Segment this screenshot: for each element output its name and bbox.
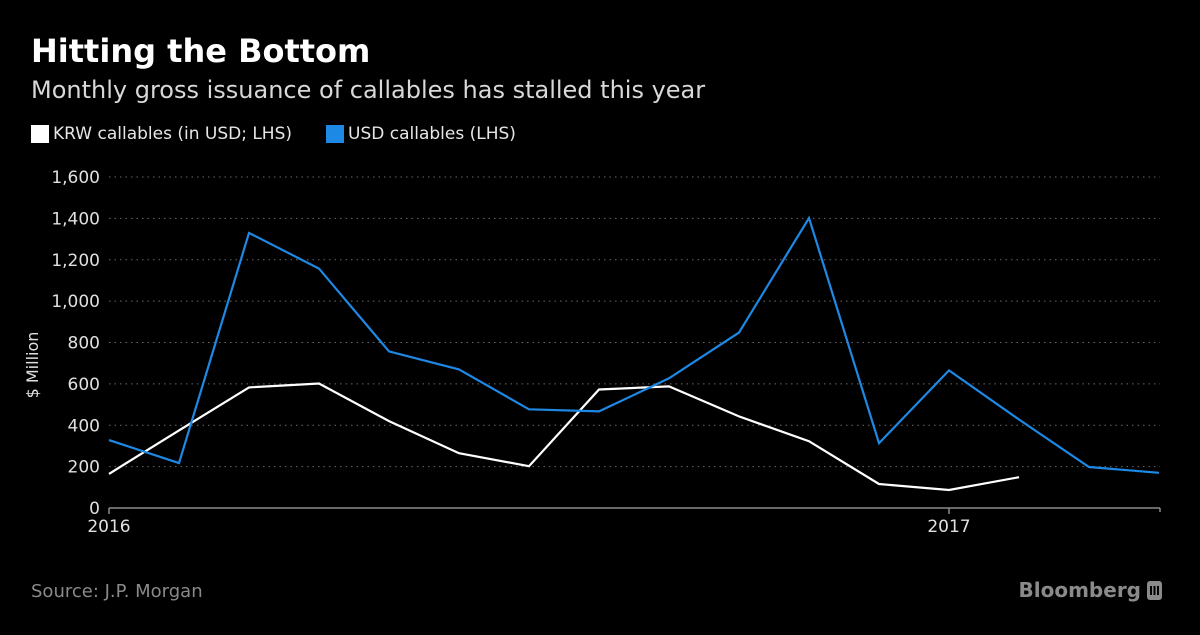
y-tick-label: 600 bbox=[68, 375, 100, 395]
y-tick-label: 800 bbox=[68, 334, 100, 354]
x-tick-label: 2017 bbox=[927, 517, 970, 537]
y-tick-label: 1,200 bbox=[51, 251, 100, 271]
y-tick-label: 1,600 bbox=[51, 168, 100, 188]
legend-swatch-krw bbox=[31, 125, 49, 143]
y-tick-label: 200 bbox=[68, 458, 100, 478]
legend-label-usd: USD callables (LHS) bbox=[348, 124, 516, 144]
bloomberg-logo: Bloomberg bbox=[1019, 578, 1162, 602]
chart-subtitle: Monthly gross issuance of callables has … bbox=[31, 76, 706, 104]
brand-name: Bloomberg bbox=[1018, 578, 1141, 602]
legend-item-usd: USD callables (LHS) bbox=[326, 124, 516, 144]
y-tick-label: 0 bbox=[89, 499, 100, 519]
bloomberg-chart-icon bbox=[1147, 580, 1162, 600]
gridlines bbox=[109, 176, 1160, 468]
y-tick-label: 1,000 bbox=[51, 292, 100, 312]
legend-item-krw: KRW callables (in USD; LHS) bbox=[31, 124, 292, 144]
x-axis: 2016 2017 bbox=[87, 507, 1161, 537]
y-axis-ticks: 0 200 400 600 800 1,000 1,200 1,400 1,600 bbox=[51, 168, 100, 519]
y-tick-label: 1,400 bbox=[51, 209, 100, 229]
x-tick-label: 2016 bbox=[87, 517, 130, 537]
legend-swatch-usd bbox=[326, 125, 345, 143]
legend: KRW callables (in USD; LHS) USD callable… bbox=[31, 124, 550, 144]
series-line-usd bbox=[108, 215, 1160, 474]
series-lines bbox=[108, 215, 1160, 492]
legend-label-krw: KRW callables (in USD; LHS) bbox=[53, 124, 293, 144]
y-tick-label: 400 bbox=[68, 416, 100, 436]
chart-title: Hitting the Bottom bbox=[31, 32, 371, 70]
series-line-krw bbox=[108, 382, 1020, 492]
source-note: Source: J.P. Morgan bbox=[31, 581, 203, 602]
y-axis-label: $ Million bbox=[23, 332, 42, 399]
